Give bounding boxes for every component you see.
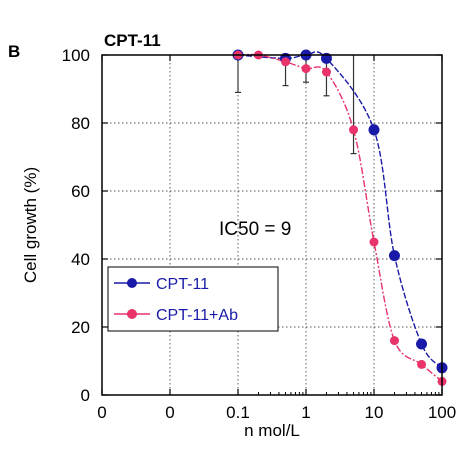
legend-marker-cpt11 [127,278,137,288]
x-axis-label: n mol/L [244,421,300,440]
legend-marker-cpt11-ab [127,309,137,319]
fit-curve-cpt11-ab [237,53,443,382]
data-point-cpt11-ab [281,57,291,67]
panel-label: B [8,42,20,61]
data-point-cpt11-ab [389,336,399,346]
ic50-annotation: IC50 = 9 [219,219,291,240]
y-tick-label: 40 [71,250,90,269]
x-tick-label: 0 [97,403,106,422]
data-markers [232,49,448,386]
y-axis-label: Cell growth (%) [21,167,40,283]
x-tick-label: 10 [365,403,384,422]
x-tick-label: 0 [165,403,174,422]
x-tick-label: 1 [301,403,310,422]
y-tick-label: 100 [62,46,90,65]
legend-label-cpt11-ab: CPT-11+Ab [156,307,238,324]
error-bars [235,55,357,155]
y-tick-label: 60 [71,182,90,201]
legend-box [107,266,279,332]
fit-curve-cpt11 [237,51,443,369]
data-point-cpt11-ab [417,359,427,369]
y-tick-label: 0 [81,386,90,405]
data-point-cpt11 [388,250,400,262]
y-tick-label: 80 [71,114,90,133]
x-tick-label: 100 [428,403,456,422]
data-point-cpt11 [416,338,428,350]
y-tick-labels: 0 20 40 60 80 100 [62,46,90,405]
fit-curves [237,51,443,382]
data-point-cpt11-ab [321,67,331,77]
plot-frame [101,54,443,396]
legend-label-cpt11: CPT-11 [156,276,209,293]
legend: CPT-11 CPT-11+Ab [107,266,279,332]
data-point-cpt11-ab [301,64,311,74]
y-tick-label: 20 [71,318,90,337]
data-point-cpt11-ab [369,237,379,247]
data-point-cpt11 [368,124,380,136]
x-tick-labels: 0 0 0.1 1 10 100 [97,403,456,422]
x-tick-label: 0.1 [226,403,250,422]
chart-title: CPT-11 [104,31,161,50]
data-point-cpt11-ab [349,125,359,135]
